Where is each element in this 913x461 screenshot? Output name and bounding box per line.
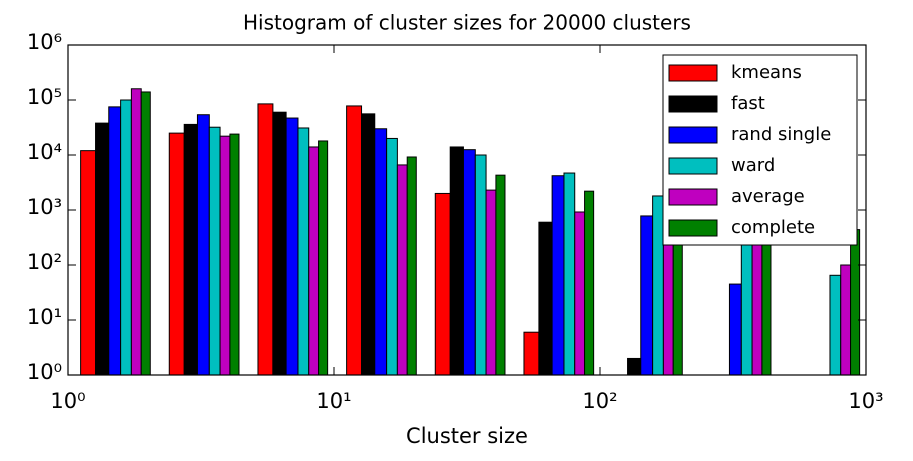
bar bbox=[474, 154, 487, 376]
y-tick-label: 10³ bbox=[27, 195, 62, 219]
legend-swatch bbox=[668, 219, 718, 237]
y-tick-label: 10⁰ bbox=[27, 360, 62, 384]
bar bbox=[272, 111, 287, 376]
bar bbox=[257, 103, 274, 376]
bar bbox=[386, 137, 398, 376]
bar bbox=[318, 140, 329, 376]
legend-swatch bbox=[668, 126, 718, 144]
x-tick-label: 10² bbox=[582, 389, 617, 413]
bar bbox=[584, 190, 595, 376]
bar bbox=[627, 357, 642, 376]
y-tick-label: 10¹ bbox=[27, 305, 62, 329]
bar bbox=[374, 128, 388, 376]
bar bbox=[840, 264, 852, 376]
bar bbox=[640, 215, 654, 376]
bar bbox=[396, 164, 408, 376]
bar bbox=[229, 133, 240, 376]
bar bbox=[574, 211, 586, 376]
bar bbox=[495, 174, 506, 376]
legend-box bbox=[662, 54, 858, 246]
bar bbox=[538, 221, 553, 376]
legend-swatch bbox=[668, 157, 718, 175]
bar bbox=[308, 146, 320, 376]
bar bbox=[563, 172, 576, 376]
x-tick-label: 10³ bbox=[848, 389, 883, 413]
bar bbox=[196, 114, 210, 376]
bar bbox=[434, 192, 451, 376]
y-tick-label: 10⁶ bbox=[27, 30, 62, 54]
legend-label: kmeans bbox=[731, 62, 802, 83]
y-tick-label: 10² bbox=[27, 250, 62, 274]
bar bbox=[168, 132, 185, 376]
bar bbox=[120, 99, 132, 376]
legend-label: ward bbox=[731, 155, 775, 176]
bar bbox=[761, 231, 772, 376]
bar bbox=[829, 274, 842, 376]
bar bbox=[346, 105, 363, 376]
legend-label: complete bbox=[731, 217, 815, 238]
bar bbox=[406, 156, 417, 376]
x-tick-label: 10¹ bbox=[316, 389, 351, 413]
bar bbox=[652, 195, 664, 376]
bar bbox=[751, 226, 763, 376]
bar bbox=[551, 175, 565, 376]
y-tick-label: 10⁴ bbox=[27, 140, 62, 164]
bar bbox=[219, 135, 231, 376]
bar bbox=[140, 91, 151, 376]
legend-swatch bbox=[668, 95, 718, 113]
bar bbox=[108, 106, 122, 376]
legend-label: fast bbox=[731, 93, 765, 114]
y-tick-label: 10⁵ bbox=[27, 85, 62, 109]
chart-title: Histogram of cluster sizes for 20000 clu… bbox=[243, 11, 691, 35]
bar bbox=[95, 122, 110, 376]
bar bbox=[449, 146, 464, 376]
bar bbox=[80, 150, 97, 376]
bar bbox=[297, 127, 310, 376]
legend-label: rand single bbox=[731, 124, 831, 145]
bar bbox=[208, 126, 221, 376]
bar bbox=[361, 113, 376, 376]
legend-label: average bbox=[731, 186, 805, 207]
x-tick-label: 10⁰ bbox=[50, 389, 85, 413]
bar bbox=[728, 283, 742, 376]
bar bbox=[285, 117, 299, 376]
bar bbox=[485, 189, 497, 376]
x-axis-label: Cluster size bbox=[406, 424, 528, 448]
bar bbox=[183, 123, 198, 376]
bar bbox=[130, 88, 142, 376]
legend-swatch bbox=[668, 188, 718, 206]
bar bbox=[850, 229, 861, 376]
bar bbox=[462, 149, 476, 376]
bar bbox=[523, 331, 540, 376]
legend-swatch bbox=[668, 64, 718, 82]
